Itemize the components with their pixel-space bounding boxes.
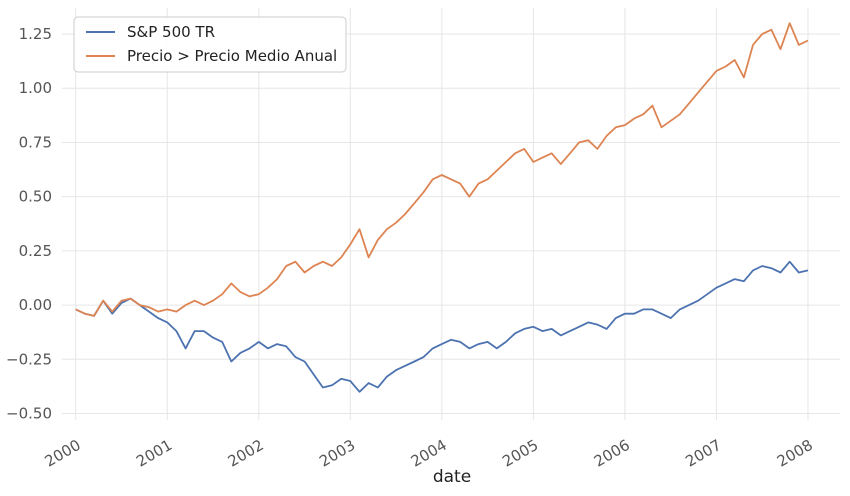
series-lines [75,22,809,393]
x-tick-label: 2004 [408,436,450,471]
legend-label-precio: Precio > Precio Medio Anual [127,47,337,65]
x-axis-label: date [433,467,471,487]
y-tick-label: 0.25 [19,242,52,260]
legend-label-sp500: S&P 500 TR [127,23,215,41]
y-tick-label: 0.00 [19,296,52,314]
x-tick-label: 2000 [42,436,84,471]
y-tick-label: −0.50 [6,404,52,422]
legend-box [73,16,347,73]
y-tick-label: 0.75 [19,133,52,151]
x-tick-label: 2001 [133,436,175,471]
x-tick-label: 2002 [225,436,267,471]
y-tick-label: 1.00 [19,79,52,97]
x-tick-label: 2005 [499,436,541,471]
series-line-precio [75,22,809,317]
x-axis-ticks: 2000 2001 2002 2003 2004 2005 2006 2007 2008 [42,436,816,471]
x-tick-label: 2006 [591,436,633,471]
grid-lines [62,8,840,420]
legend: S&P 500 TR Precio > Precio Medio Anual [73,16,347,73]
y-axis-ticks: −0.50 −0.25 0.00 0.25 0.50 0.75 1.00 1.25 [6,25,52,422]
y-tick-label: 1.25 [19,25,52,43]
series-line-sp500 [75,260,809,393]
x-tick-label: 2008 [774,436,816,471]
y-tick-label: 0.50 [19,188,52,206]
x-tick-label: 2007 [682,436,724,471]
y-tick-label: −0.25 [6,350,52,368]
x-tick-label: 2003 [316,436,358,471]
